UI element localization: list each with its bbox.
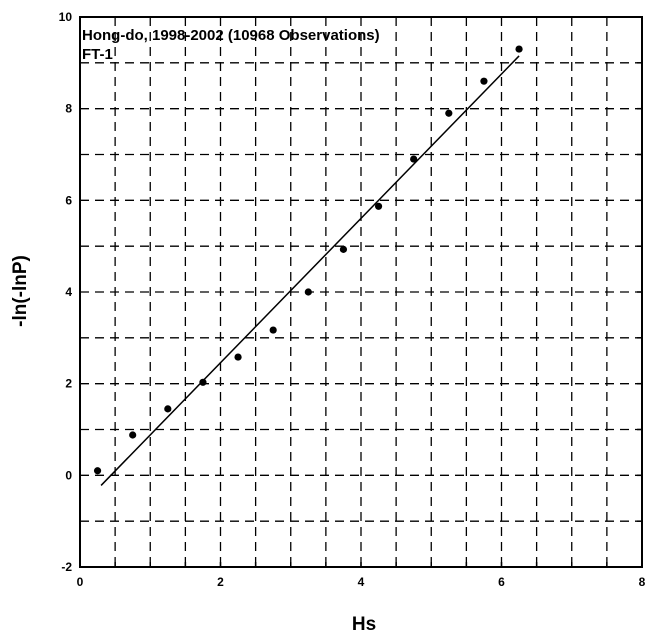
data-point	[234, 353, 242, 361]
x-tick-label: 8	[639, 575, 645, 589]
data-point	[269, 326, 277, 334]
x-tick-label: 0	[77, 575, 84, 589]
fit-line	[100, 55, 520, 486]
annotation-title: Hong-do, 1998-2002 (10968 Observations)	[82, 27, 380, 44]
y-axis-title: -ln(-lnP)	[10, 255, 31, 327]
data-point	[304, 288, 312, 296]
x-tick-label: 6	[498, 575, 505, 589]
data-point	[164, 405, 172, 413]
data-point	[374, 202, 383, 210]
data-point	[445, 109, 453, 117]
annotation-model: FT-1	[82, 46, 113, 63]
x-tick-label: 2	[217, 575, 224, 589]
data-point	[93, 467, 102, 475]
data-point	[480, 77, 488, 85]
y-tick-label: 8	[65, 102, 72, 116]
data-point	[199, 378, 207, 386]
y-tick-label: 2	[65, 377, 72, 391]
fit-line-group	[100, 55, 520, 486]
y-tick-label: 6	[65, 193, 72, 207]
y-tick-label: 4	[65, 285, 72, 299]
data-point	[410, 155, 418, 163]
grid	[80, 17, 642, 567]
y-tick-label: 0	[65, 468, 72, 482]
x-tick-label: 4	[358, 575, 365, 589]
y-tick-label: 10	[59, 10, 73, 24]
data-points	[93, 45, 523, 475]
tick-labels: 0 2 4 6 8 -2 0 2 4 6 8 10	[59, 10, 645, 589]
ticks	[114, 62, 642, 567]
data-point	[129, 431, 137, 439]
data-point	[515, 45, 523, 53]
y-tick-label: -2	[61, 560, 72, 574]
x-axis-title: Hs	[352, 614, 376, 635]
data-point	[339, 245, 348, 253]
